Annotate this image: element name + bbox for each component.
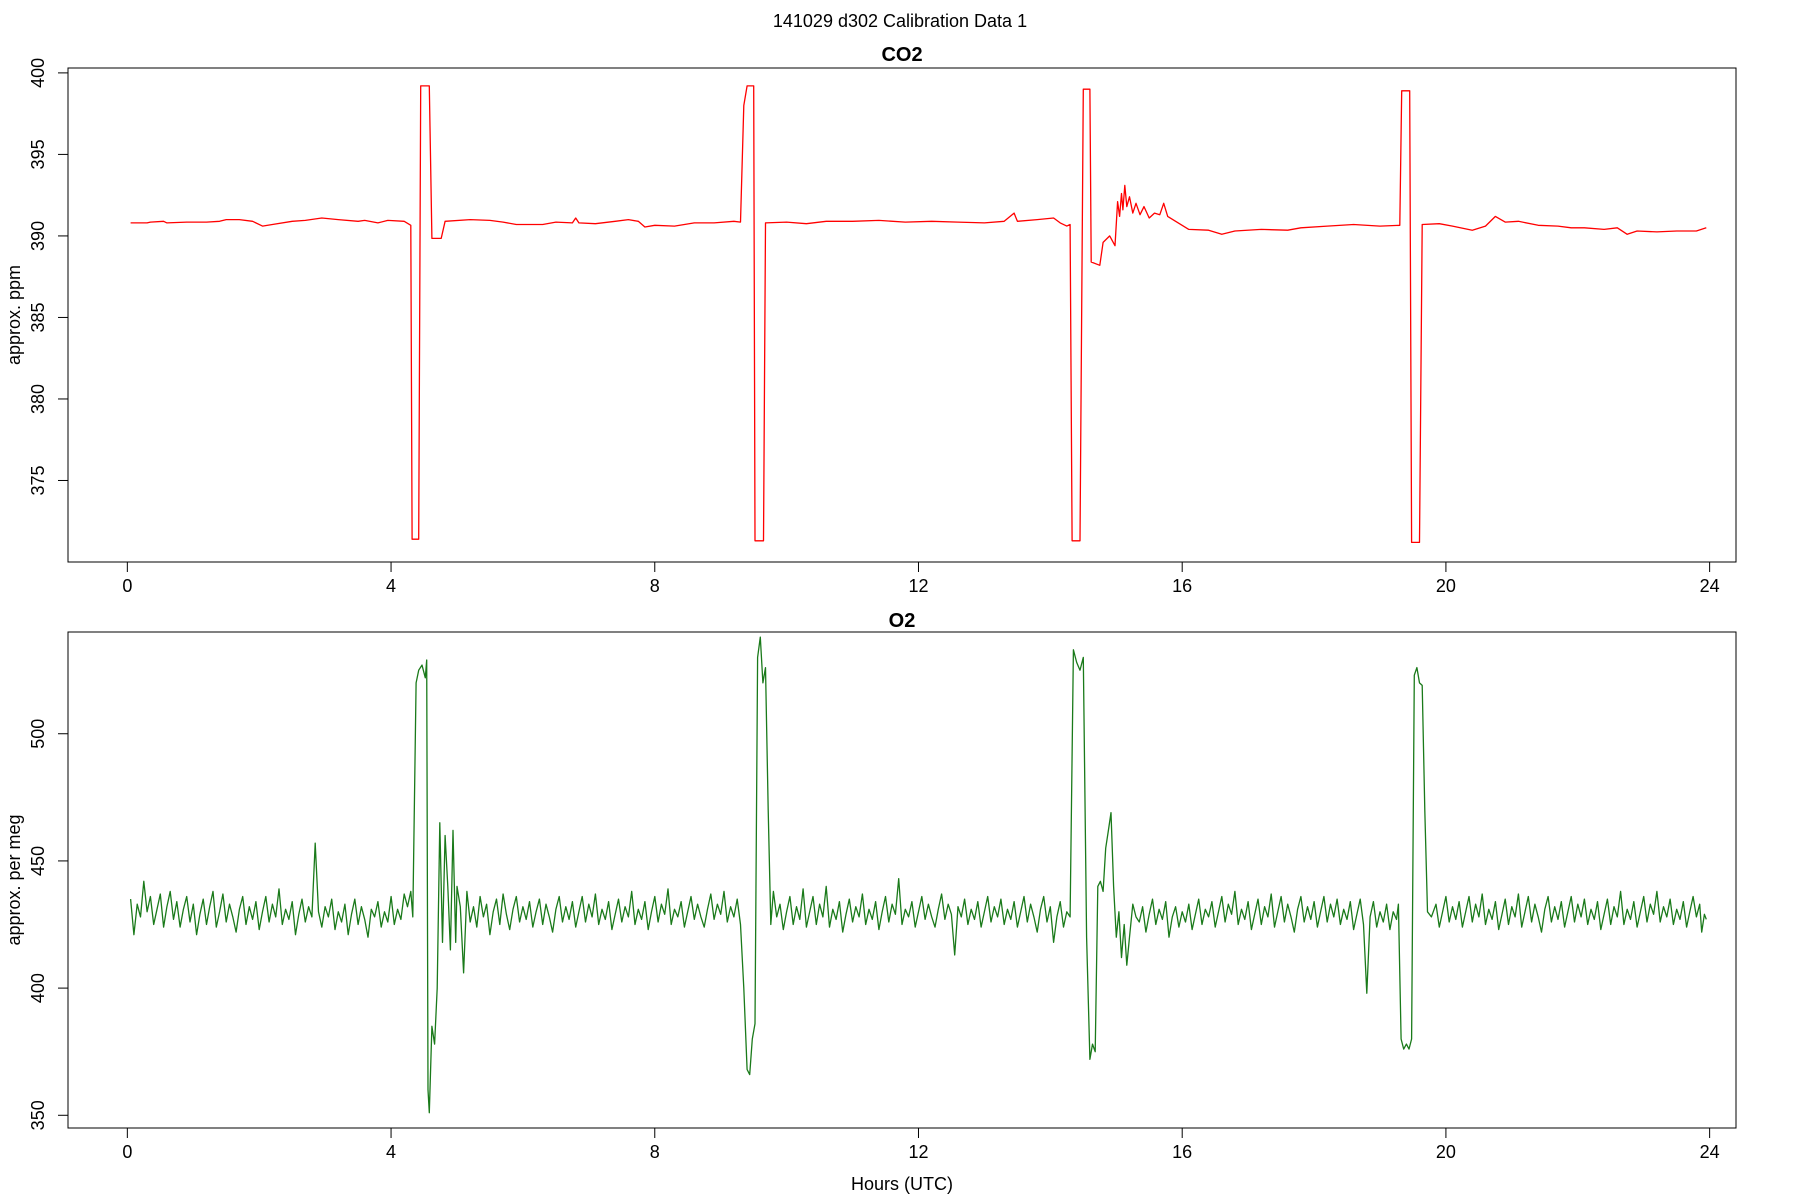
o2-x-tick-label: 20 <box>1436 1142 1456 1162</box>
co2-plot-frame <box>67 67 1737 563</box>
o2-x-tick-label: 12 <box>908 1142 928 1162</box>
co2-x-tick-label: 20 <box>1436 576 1456 596</box>
o2-x-tick-label: 24 <box>1700 1142 1720 1162</box>
o2-x-tick-label: 0 <box>122 1142 132 1162</box>
co2-y-tick-label: 385 <box>28 302 48 332</box>
co2-y-tick-label: 390 <box>28 221 48 251</box>
o2-x-tick-label: 8 <box>650 1142 660 1162</box>
o2-y-tick-label: 400 <box>28 973 48 1003</box>
co2-x-tick-label: 16 <box>1172 576 1192 596</box>
co2-x-tick-label: 8 <box>650 576 660 596</box>
co2-y-tick-label: 400 <box>28 58 48 88</box>
figure-title: 141029 d302 Calibration Data 1 <box>773 11 1027 31</box>
o2-y-tick-label: 500 <box>28 719 48 749</box>
co2-series-line <box>130 85 1707 544</box>
o2-y-tick-label: 450 <box>28 846 48 876</box>
co2-panel: CO2 0 4 8 12 16 20 24 375 380 385 390 395 400 approx. … <box>4 44 1737 596</box>
co2-y-tick-label: 375 <box>28 465 48 495</box>
o2-panel: O2 0 4 8 12 16 20 24 350 400 450 500 approx. per meg… <box>4 610 1737 1194</box>
o2-panel-title: O2 <box>889 610 916 632</box>
co2-y-tick-label: 395 <box>28 139 48 169</box>
o2-x-axis-title: Hours (UTC) <box>851 1174 953 1194</box>
co2-panel-title: CO2 <box>881 44 922 66</box>
co2-x-tick-label: 4 <box>386 576 396 596</box>
o2-x-tick-label: 16 <box>1172 1142 1192 1162</box>
co2-x-tick-label: 12 <box>908 576 928 596</box>
o2-x-tick-label: 4 <box>386 1142 396 1162</box>
co2-x-tick-label: 0 <box>122 576 132 596</box>
o2-series-line <box>129 636 1707 1114</box>
o2-y-axis-title: approx. per meg <box>4 814 24 945</box>
co2-x-tick-label: 24 <box>1700 576 1720 596</box>
co2-y-axis-title: approx. ppm <box>4 265 24 365</box>
o2-y-tick-label: 350 <box>28 1100 48 1130</box>
co2-y-tick-label: 380 <box>28 384 48 414</box>
o2-plot-frame <box>67 631 1737 1129</box>
